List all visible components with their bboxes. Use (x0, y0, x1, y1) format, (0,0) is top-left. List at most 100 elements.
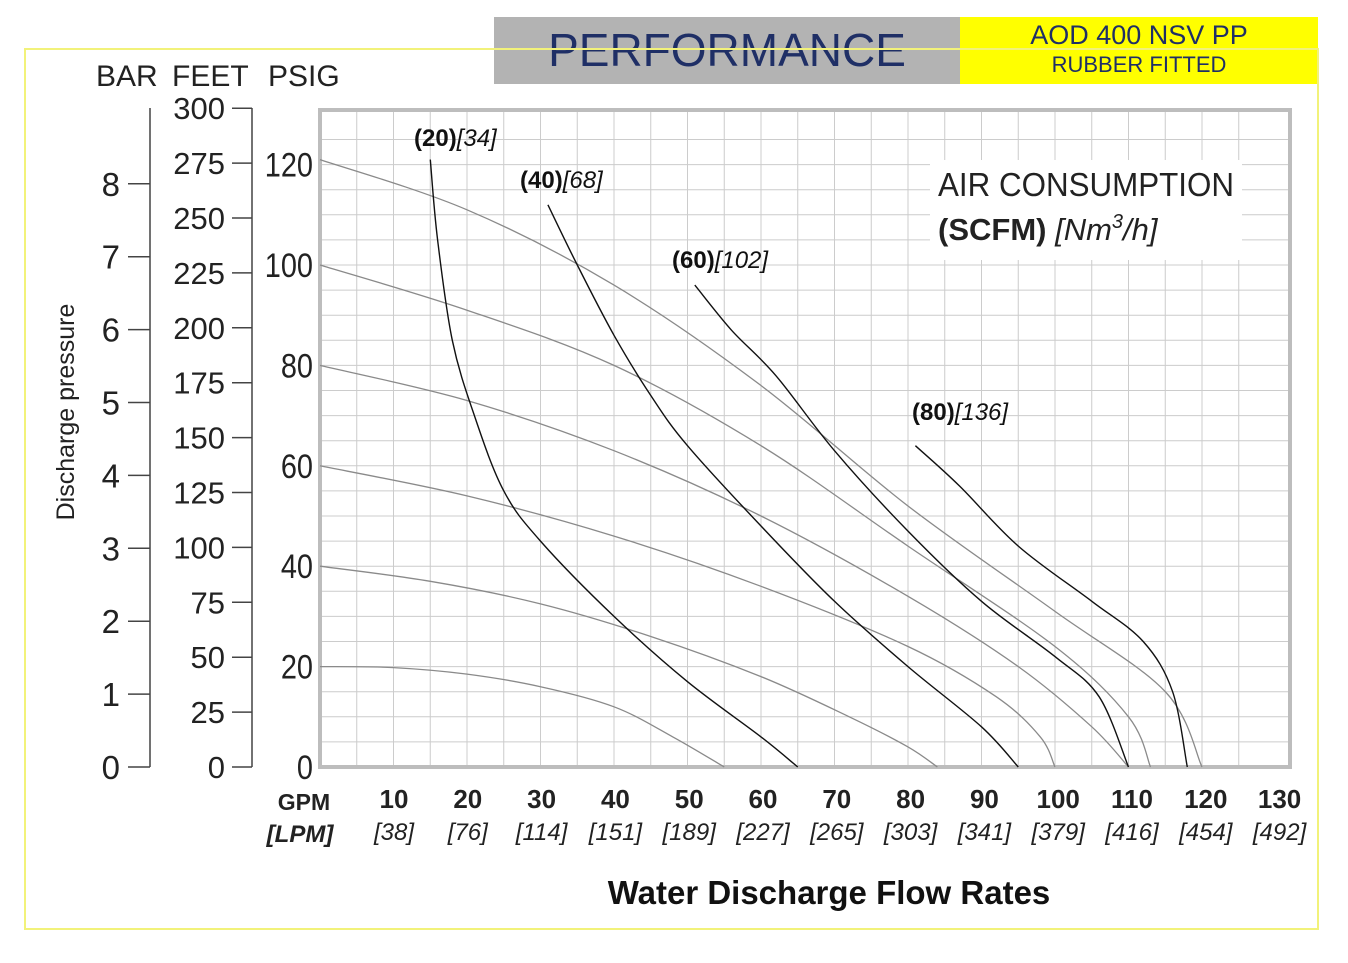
psig-tick-label: 80 (281, 346, 313, 385)
psig-tick-label: 100 (265, 246, 313, 285)
psig-tick-label: 60 (281, 447, 313, 486)
x-tick-gpm: 80 (896, 784, 925, 814)
bar-tick-label: 3 (102, 530, 120, 567)
feet-tick-label: 275 (173, 146, 225, 181)
x-unit-secondary: [LPM] (266, 821, 335, 848)
air-consumption-curve (429, 159, 799, 768)
model-fitting: RUBBER FITTED (1051, 52, 1227, 77)
curve-label: (60)[102] (672, 247, 769, 274)
bar-tick-label: 7 (102, 239, 120, 276)
bar-tick-label: 5 (102, 385, 120, 422)
psig-tick-label: 120 (265, 145, 313, 184)
air-consumption-curve (694, 284, 1130, 768)
x-unit-primary: GPM (278, 789, 330, 815)
curve-label-scfm: (80) (912, 399, 955, 426)
bar-tick-label: 2 (102, 603, 120, 640)
x-tick-lpm: [303] (883, 819, 939, 846)
curve-label-scfm: (60) (672, 247, 715, 274)
bar-tick-label: 1 (102, 676, 120, 713)
x-tick-lpm: [492] (1252, 819, 1308, 846)
x-tick-gpm: 70 (822, 784, 851, 814)
x-tick-lpm: [38] (373, 819, 415, 846)
labels-layer: (20)[34] (40)[68] (60)[102] (80)[136] AIR CO… (414, 125, 1234, 426)
feet-tick-label: 225 (173, 256, 225, 291)
x-tick-gpm: 30 (527, 784, 556, 814)
chart-frame (24, 48, 1319, 930)
x-tick-lpm: [265] (809, 819, 865, 846)
curve-label-scfm: (20) (414, 125, 457, 152)
legend-units-scfm: (SCFM) (938, 212, 1055, 247)
curve-label-nm3h: [34] (456, 125, 498, 152)
curve-label-nm3h: [136] (954, 399, 1010, 426)
x-tick-gpm: 50 (675, 784, 704, 814)
bar-tick-label: 8 (102, 166, 120, 203)
x-tick-lpm: [189] (662, 819, 718, 846)
x-tick-gpm: 120 (1184, 784, 1227, 814)
feet-tick-label: 0 (208, 750, 225, 785)
curve-label-scfm: (40) (520, 167, 563, 194)
axes-layer: 0204060801001200255075100125150175200225… (52, 60, 1308, 911)
psig-tick-label: 0 (297, 748, 313, 787)
air-pressure-curve-80psig (319, 364, 1129, 768)
psig-tick-label: 20 (281, 647, 313, 686)
psig-unit-label: PSIG (268, 60, 340, 93)
bar-unit-label: BAR (96, 60, 158, 93)
x-tick-gpm: 10 (380, 784, 409, 814)
feet-tick-label: 300 (173, 91, 225, 126)
legend-units-nm3: [Nm (1054, 212, 1112, 247)
x-tick-lpm: [341] (957, 819, 1013, 846)
air-pressure-curve-40psig (319, 565, 938, 768)
air-pressure-curve-100psig (319, 264, 1152, 768)
air-consumption-curve (914, 445, 1188, 768)
x-tick-gpm: 130 (1258, 784, 1301, 814)
x-tick-lpm: [151] (588, 819, 644, 846)
model-banner: AOD 400 NSV PP RUBBER FITTED (960, 17, 1318, 84)
feet-unit-label: FEET (172, 60, 249, 93)
x-tick-gpm: 110 (1111, 784, 1153, 814)
bar-tick-label: 0 (102, 749, 120, 786)
air-pressure-curve-60psig (319, 465, 1056, 768)
bar-tick-label: 4 (102, 457, 120, 494)
feet-tick-label: 150 (173, 421, 225, 456)
x-axis-title: Water Discharge Flow Rates (608, 874, 1051, 911)
bar-tick-label: 6 (102, 312, 120, 349)
curve-label-nm3h: [102] (714, 247, 770, 274)
curves-layer (319, 158, 1203, 768)
x-tick-lpm: [114] (515, 819, 569, 846)
feet-tick-label: 75 (191, 585, 225, 620)
x-tick-gpm: 40 (601, 784, 630, 814)
legend-units-sup: 3 (1112, 211, 1123, 233)
x-tick-lpm: [76] (447, 819, 489, 846)
x-tick-lpm: [416] (1104, 819, 1160, 846)
feet-tick-label: 200 (173, 311, 225, 346)
air-consumption-curve (547, 204, 1019, 768)
curve-label: (20)[34] (414, 125, 498, 152)
air-pressure-curve-20psig (319, 665, 725, 768)
feet-tick-label: 50 (191, 640, 225, 675)
grid-layer (318, 108, 1292, 769)
model-name: AOD 400 NSV PP (1030, 20, 1248, 50)
feet-tick-label: 175 (173, 366, 225, 401)
curve-label: (80)[136] (912, 399, 1009, 426)
curve-label: (40)[68] (520, 167, 604, 194)
psig-tick-label: 40 (281, 547, 313, 586)
feet-tick-label: 250 (173, 201, 225, 236)
air-pressure-curve-120psig (319, 158, 1203, 768)
feet-tick-label: 100 (173, 530, 225, 565)
x-tick-gpm: 90 (970, 784, 999, 814)
legend-units-per-hour: /h] (1121, 212, 1159, 247)
x-tick-gpm: 100 (1037, 784, 1080, 814)
plot-border (318, 108, 1292, 769)
legend-box (930, 160, 1242, 260)
x-tick-gpm: 60 (749, 784, 778, 814)
x-tick-lpm: [454] (1178, 819, 1234, 846)
curve-label-nm3h: [68] (562, 167, 604, 194)
legend-title: AIR CONSUMPTION (938, 166, 1234, 203)
feet-tick-label: 125 (173, 476, 225, 511)
x-tick-lpm: [379] (1031, 819, 1087, 846)
y-axis-title: Discharge pressure (52, 304, 80, 521)
x-tick-gpm: 20 (453, 784, 482, 814)
legend-units: (SCFM) [Nm3/h] (938, 211, 1159, 247)
x-tick-lpm: [227] (735, 819, 791, 846)
